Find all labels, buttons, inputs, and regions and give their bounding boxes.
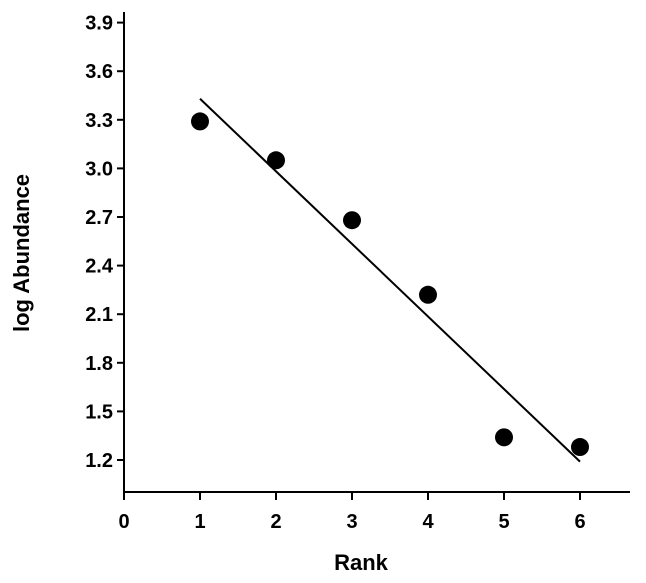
y-tick-label: 2.1: [85, 304, 113, 326]
data-point: [571, 438, 589, 457]
data-point: [343, 211, 361, 230]
y-axis-label: log Abundance: [9, 174, 34, 332]
y-tick-label: 3.0: [85, 158, 113, 180]
data-point: [495, 428, 513, 447]
data-points: [191, 112, 589, 457]
axis-labels: Rank log Abundance: [9, 174, 389, 575]
regression-line: [199, 98, 581, 463]
x-axis-label: Rank: [334, 550, 389, 575]
y-tick-label: 2.7: [85, 207, 113, 229]
y-tick-label: 3.9: [85, 13, 113, 35]
y-tick-label: 1.2: [85, 450, 113, 472]
x-tick-label: 1: [194, 511, 205, 533]
y-tick-label: 1.5: [85, 401, 113, 423]
y-tick-label: 1.8: [85, 353, 113, 375]
x-tick-label: 5: [498, 511, 509, 533]
y-tick-label: 2.4: [85, 256, 114, 278]
y-tick-label: 3.3: [85, 110, 113, 132]
y-tick-label: 3.6: [85, 61, 113, 83]
fit-lines: [199, 98, 581, 463]
x-tick-label: 4: [422, 511, 434, 533]
x-tick-label: 2: [270, 511, 281, 533]
x-tick-label: 6: [574, 511, 585, 533]
x-tick-label: 0: [118, 511, 129, 533]
data-point: [191, 112, 209, 131]
data-point: [419, 285, 437, 304]
data-point: [267, 151, 285, 170]
x-tick-label: 3: [346, 511, 357, 533]
axes: 1.2 1.5 1.8 2.1 2.4 2.7 3.0 3.3 3.6 3.9 0 1 2 3 4 5 6: [85, 12, 630, 533]
